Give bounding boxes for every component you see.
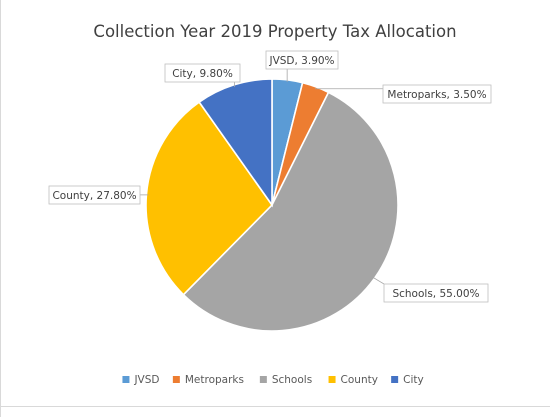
- leader-line-schools: [372, 276, 385, 285]
- legend-label-city: City: [403, 374, 424, 386]
- legend-item-county: County: [328, 374, 378, 386]
- data-labels: JVSD, 3.90% Metroparks, 3.50% Schools, 55.…: [48, 50, 492, 303]
- data-label-box-schools: [383, 283, 489, 303]
- chart-title: Collection Year 2019 Property Tax Alloca…: [93, 22, 456, 41]
- legend-swatch-jvsd: [122, 376, 130, 383]
- legend-item-city: City: [391, 374, 424, 386]
- legend-swatch-metroparks: [172, 376, 180, 383]
- legend-swatch-schools: [259, 376, 267, 383]
- data-label-schools: Schools, 55.00%: [372, 276, 489, 303]
- data-label-metroparks: Metroparks, 3.50%: [315, 84, 492, 104]
- data-label-text-jvsd: JVSD, 3.90%: [268, 55, 334, 67]
- legend: JVSD Metroparks Schools County City: [122, 374, 424, 386]
- legend-item-schools: Schools: [259, 374, 312, 386]
- data-label-city: City, 9.80%: [164, 63, 241, 87]
- data-label-box-county: [48, 185, 141, 205]
- legend-label-county: County: [341, 374, 378, 386]
- data-label-text-county: County, 27.80%: [52, 190, 136, 202]
- data-label-box-city: [164, 63, 241, 83]
- legend-label-metroparks: Metroparks: [185, 374, 244, 386]
- data-label-box-metroparks: [382, 84, 492, 104]
- legend-label-jvsd: JVSD: [133, 374, 159, 386]
- legend-swatch-city: [391, 376, 399, 383]
- data-label-county: County, 27.80%: [48, 185, 149, 205]
- pie-slice-city: [198, 78, 273, 208]
- data-label-text-metroparks: Metroparks, 3.50%: [387, 89, 486, 101]
- legend-swatch-county: [328, 376, 336, 383]
- legend-label-schools: Schools: [272, 374, 312, 386]
- data-label-jvsd: JVSD, 3.90%: [265, 50, 339, 82]
- data-label-text-city: City, 9.80%: [172, 68, 233, 80]
- data-label-box-jvsd: [265, 50, 339, 70]
- data-label-text-schools: Schools, 55.00%: [392, 288, 479, 300]
- pie-slices: [145, 78, 399, 332]
- legend-item-metroparks: Metroparks: [172, 374, 244, 386]
- legend-item-jvsd: JVSD: [122, 374, 159, 386]
